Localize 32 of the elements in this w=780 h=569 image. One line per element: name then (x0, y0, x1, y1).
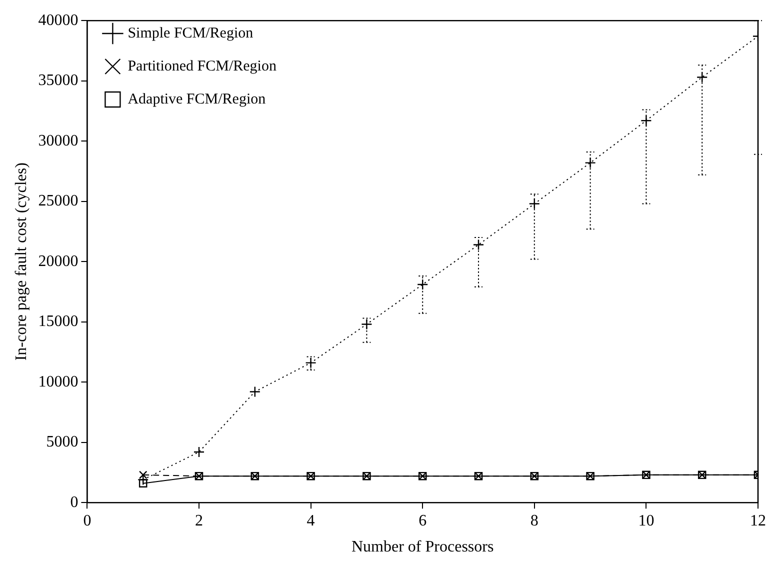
point (696, 72, 708, 83)
y-tick-label: 20000 (38, 252, 78, 270)
y-tick-label: 0 (70, 494, 78, 511)
x-axis-title: Number of Processors (352, 538, 494, 556)
y-tick-label: 30000 (38, 132, 78, 150)
x-tick-label: 4 (306, 512, 315, 530)
y-tick-label: 40000 (38, 12, 78, 29)
x-tick-label: 12 (750, 512, 766, 530)
point (417, 278, 428, 290)
y-axis-title: In-core page fault cost (cycles) (12, 162, 30, 361)
x-tick-label: 8 (530, 512, 538, 530)
legend-label: Partitioned FCM/Region (128, 58, 277, 74)
point (528, 198, 540, 210)
point (640, 115, 652, 126)
point (138, 479, 148, 488)
legend-label: Simple FCM/Region (128, 25, 254, 42)
y-tick-label: 25000 (38, 192, 78, 210)
y-tick-label: 35000 (38, 72, 78, 90)
point (305, 357, 316, 368)
y-tick-label: 10000 (38, 373, 78, 390)
legend-label: Adaptive FCM/Region (128, 91, 266, 108)
point (361, 318, 372, 330)
x-tick-label: 10 (638, 512, 654, 530)
point (193, 446, 205, 458)
x-tick-label: 0 (83, 512, 92, 530)
point (249, 386, 260, 398)
point (584, 157, 596, 168)
point (472, 239, 484, 250)
x-tick-label: 2 (195, 512, 203, 530)
y-tick-label: 5000 (46, 434, 78, 451)
y-tick-label: 15000 (38, 313, 78, 330)
x-tick-label: 6 (418, 512, 427, 530)
